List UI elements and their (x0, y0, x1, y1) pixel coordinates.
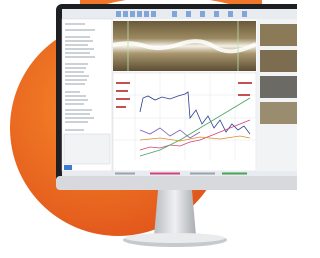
monitor-neck (154, 190, 196, 236)
monitor-chin (56, 176, 297, 190)
sidebar-table (64, 134, 110, 164)
monitor-base-top (125, 233, 225, 243)
sidebar-button[interactable] (64, 165, 72, 170)
scene (0, 0, 297, 258)
toolbar (62, 9, 297, 19)
chart-area (113, 73, 256, 171)
image-strip (113, 21, 256, 71)
